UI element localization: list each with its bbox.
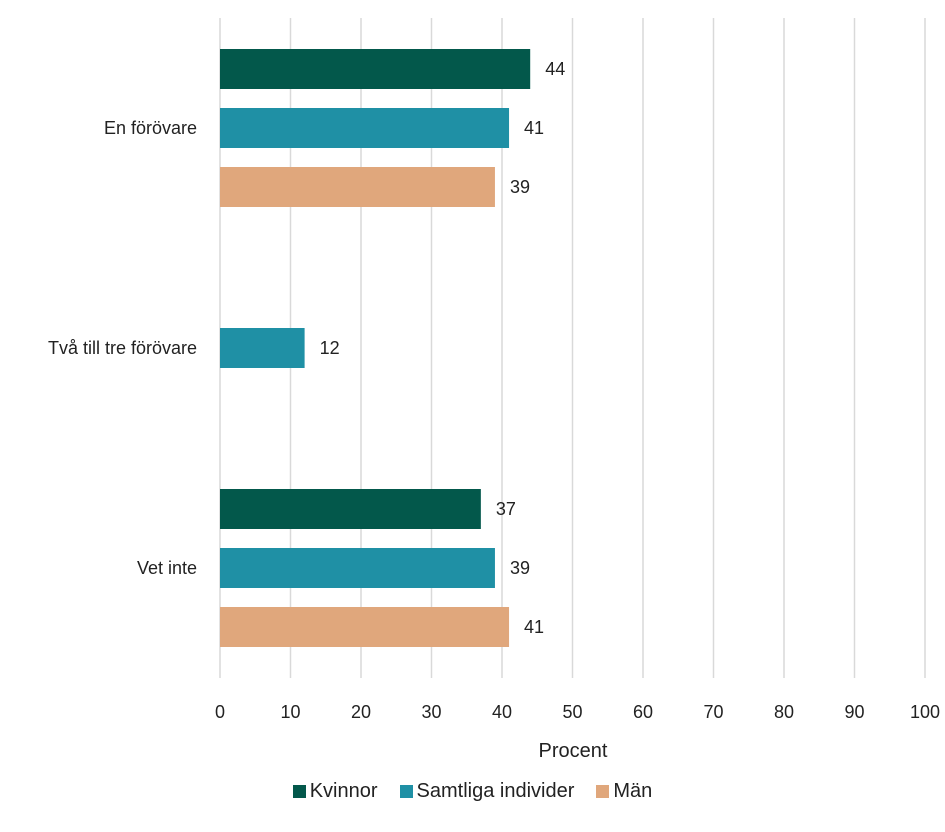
x-tick-label: 30	[421, 702, 441, 722]
bars	[220, 49, 531, 647]
data-label: 37	[496, 499, 516, 519]
bar	[220, 328, 305, 368]
category-label: En förövare	[104, 118, 197, 138]
x-tick-label: 80	[774, 702, 794, 722]
category-labels: En förövare Två till tre förövare Vet inte	[48, 118, 197, 578]
legend-swatch	[596, 785, 610, 798]
legend-label: Kvinnor	[309, 780, 378, 802]
legend-label: Samtliga individer	[416, 780, 575, 802]
bar	[220, 49, 531, 89]
category-label: Två till tre förövare	[48, 338, 197, 358]
x-tick-label: 60	[633, 702, 653, 722]
data-label: 39	[510, 177, 530, 197]
x-tick-label: 40	[492, 702, 512, 722]
legend-swatch	[399, 785, 413, 798]
legend-item: Män	[596, 780, 652, 803]
bar	[220, 607, 510, 647]
bar	[220, 108, 510, 148]
data-label: 12	[320, 338, 340, 358]
x-tick-labels: 0 10 20 30 40 50 60 70 80 90 100	[215, 702, 940, 722]
x-tick-label: 70	[703, 702, 723, 722]
legend-label: Män	[613, 780, 653, 802]
x-tick-label: 20	[351, 702, 371, 722]
x-tick-label: 10	[280, 702, 300, 722]
legend: Kvinnor Samtliga individer Män	[0, 780, 945, 803]
bar	[220, 489, 481, 529]
data-label: 44	[545, 59, 565, 79]
legend-item: Kvinnor	[292, 780, 378, 803]
bar-chart: 0 10 20 30 40 50 60 70 80 90 100 En förövare Två ti…	[48, 18, 940, 762]
x-tick-label: 50	[562, 702, 582, 722]
category-label: Vet inte	[137, 558, 197, 578]
data-labels: 44 41 39 12 37 39 41	[320, 59, 566, 637]
x-tick-label: 100	[910, 702, 940, 722]
bar	[220, 167, 495, 207]
x-tick-label: 0	[215, 702, 225, 722]
legend-swatch	[292, 785, 306, 798]
bar	[220, 548, 495, 588]
data-label: 41	[524, 617, 544, 637]
data-label: 41	[524, 118, 544, 138]
x-axis-title: Procent	[539, 740, 608, 762]
data-label: 39	[510, 558, 530, 578]
legend-item: Samtliga individer	[399, 780, 575, 803]
x-tick-label: 90	[844, 702, 864, 722]
